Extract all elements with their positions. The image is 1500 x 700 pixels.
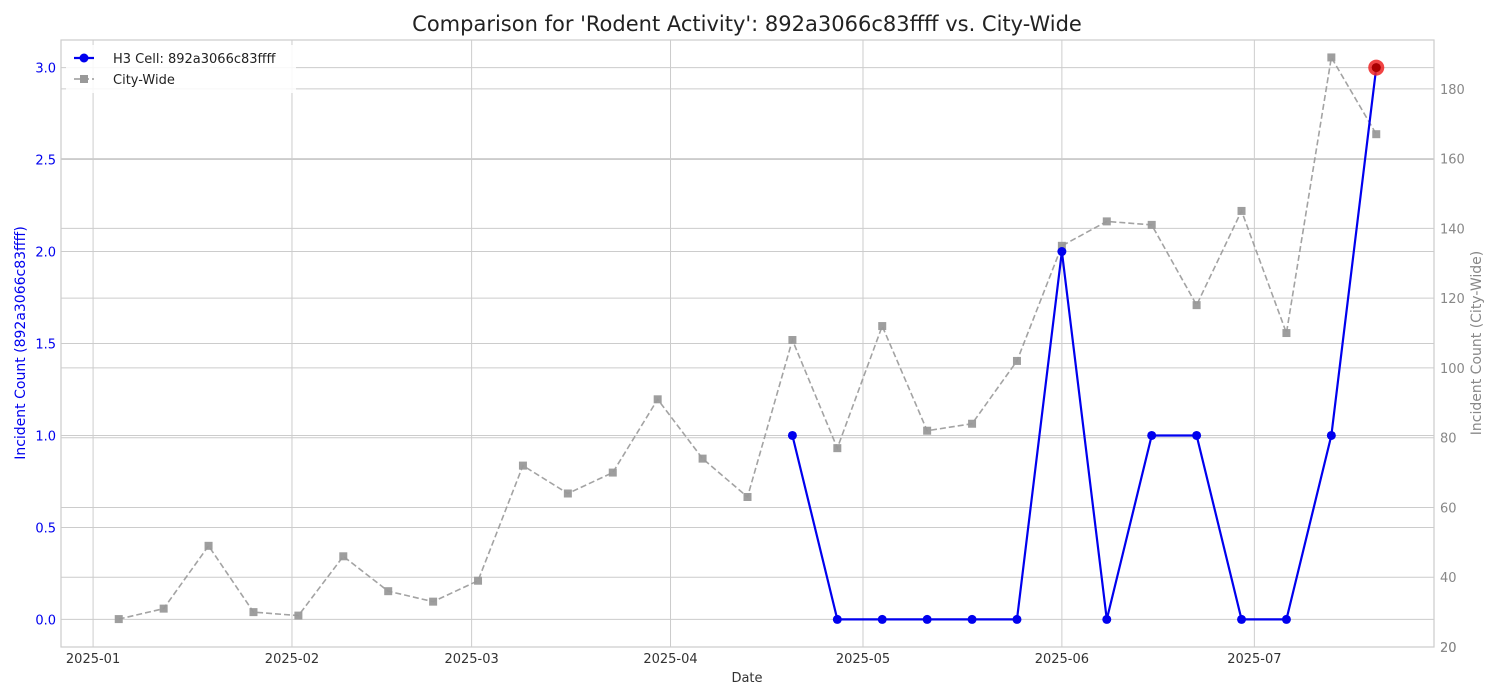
legend-marker-citywide [80,75,88,83]
citywide-point [698,454,707,463]
y-left-axis-label: Incident Count (892a3066c83ffff) [13,226,29,460]
citywide-point [743,492,752,501]
citywide-point [429,597,438,606]
citywide-point [114,615,123,624]
citywide-point [1012,356,1021,365]
y-right-tick-label: 40 [1440,571,1457,586]
h3-point [832,614,842,624]
citywide-point [788,336,797,345]
y-right-tick-label: 160 [1440,153,1465,168]
h3-point [877,614,887,624]
legend-label-citywide: City-Wide [113,73,175,88]
citywide-point [1237,206,1246,215]
y-right-tick-label: 20 [1440,641,1457,656]
legend: H3 Cell: 892a3066c83ffff City-Wide [66,45,296,93]
citywide-point [878,322,887,331]
grid [61,40,1434,648]
citywide-point [608,468,617,477]
y-right-tick-label: 20 [1440,641,1457,656]
citywide-point [384,587,393,596]
citywide-point [1282,329,1291,338]
y-left-tick-label: 2.5 [35,154,56,169]
h3-point [1012,614,1022,624]
y-left-tick-label: 0.0 [35,613,56,628]
citywide-point [1372,130,1381,139]
citywide-point [294,611,303,620]
legend-label-h3: H3 Cell: 892a3066c83ffff [113,52,276,67]
h3-point [1237,614,1247,624]
h3-point [1147,430,1157,440]
h3-point [967,614,977,624]
highlight-point-core [1371,63,1381,73]
citywide-point [1192,301,1201,310]
series-layer [114,53,1385,624]
x-axis-label: Date [731,671,762,686]
chart-title: Comparison for 'Rodent Activity': 892a30… [412,12,1082,36]
citywide-point [518,461,527,470]
x-tick-label: 2025-01 [66,652,120,667]
y-right-tick-label: 140 [1440,222,1465,237]
citywide-line [118,55,1377,620]
citywide-point [339,552,348,561]
citywide-point [204,541,213,550]
x-tick-label: 2025-04 [643,652,697,667]
h3-point [1326,430,1336,440]
x-tick-label: 2025-03 [444,652,498,667]
citywide-point [833,444,842,453]
legend-marker-h3 [79,53,89,63]
citywide-point [653,395,662,404]
citywide-point [1057,241,1066,250]
y-right-tick-label: 100 [1440,362,1465,377]
citywide-point [1102,217,1111,226]
y-left-tick-label: 3.0 [35,62,56,77]
citywide-point [968,419,977,428]
citywide-point [923,426,932,435]
h3-line [791,67,1378,621]
legend-box [66,45,296,93]
x-tick-label: 2025-05 [836,652,890,667]
h3-point [922,614,932,624]
y-right-tick-label: 60 [1440,501,1457,516]
y-left-tick-label: 1.5 [35,338,56,353]
x-tick-label: 2025-02 [265,652,319,667]
citywide-point [1327,53,1336,62]
h3-point [787,430,797,440]
y-left-tick-label: 0.5 [35,521,56,536]
citywide-point [159,604,168,613]
x-tick-label: 2025-06 [1035,652,1089,667]
h3-point [1057,247,1067,257]
citywide-point [1147,220,1156,229]
y-left-tick-label: 1.0 [35,429,56,444]
x-tick-label: 2025-07 [1227,652,1281,667]
y-right-tick-label: 80 [1440,432,1457,447]
y-left-tick-label: 2.0 [35,246,56,261]
citywide-point [249,608,258,617]
y-right-axis-label: Incident Count (City-Wide) [1469,251,1485,435]
plot-frame [60,39,1435,648]
x-axis-ticks: 2025-01 2025-02 2025-03 2025-04 2025-05 2025-… [66,652,1282,667]
y-left-axis-ticks: 0.0 0.5 1.0 1.5 2.0 2.5 3.0 [35,62,56,629]
citywide-point [474,576,483,585]
y-right-tick-label: 120 [1440,292,1465,307]
h3-point [1192,430,1202,440]
h3-point [1281,614,1291,624]
y-right-tick-label: 180 [1440,83,1465,98]
citywide-point [563,489,572,498]
h3-point [1102,614,1112,624]
